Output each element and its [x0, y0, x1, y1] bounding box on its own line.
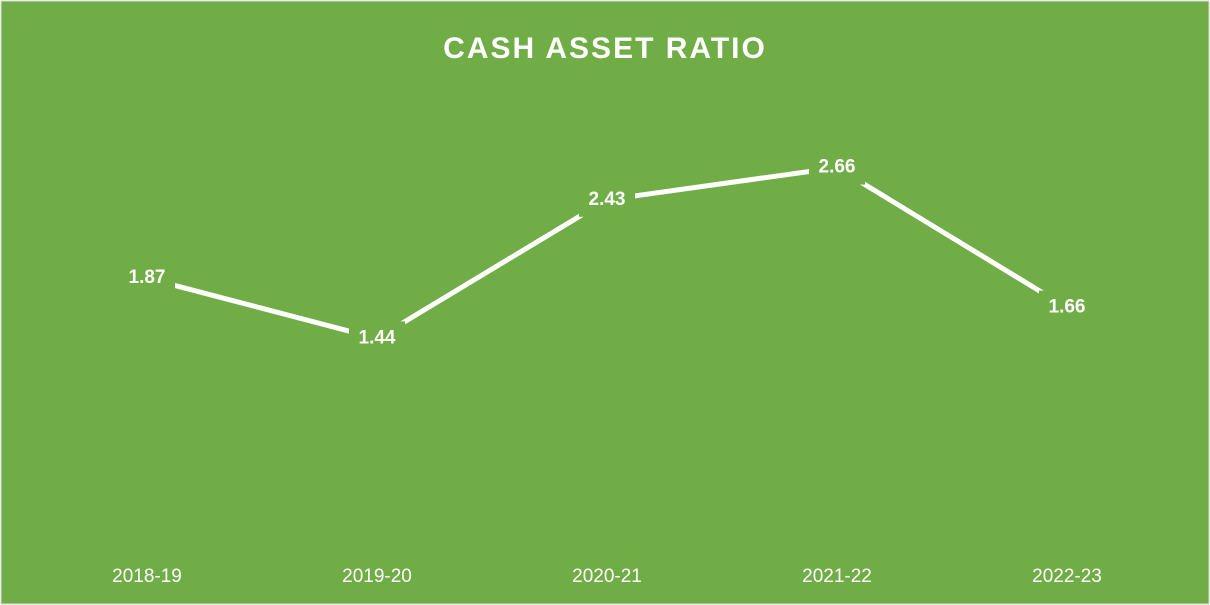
data-label: 1.66 [1049, 297, 1086, 318]
x-tick-label: 2022-23 [1032, 566, 1102, 587]
data-label: 2.66 [819, 157, 856, 178]
data-label-background [349, 321, 405, 356]
data-label: 2.43 [589, 189, 626, 210]
data-label-background [1039, 290, 1095, 325]
x-tick-label: 2018-19 [112, 566, 182, 587]
data-label-background [809, 150, 865, 185]
data-label-background [119, 261, 175, 296]
data-label: 1.87 [129, 267, 166, 288]
data-label-background [579, 182, 635, 217]
x-tick-label: 2021-22 [802, 566, 872, 587]
x-tick-label: 2020-21 [572, 566, 642, 587]
data-label: 1.44 [359, 327, 396, 348]
chart-title: CASH ASSET RATIO [443, 32, 767, 65]
x-tick-label: 2019-20 [342, 566, 412, 587]
